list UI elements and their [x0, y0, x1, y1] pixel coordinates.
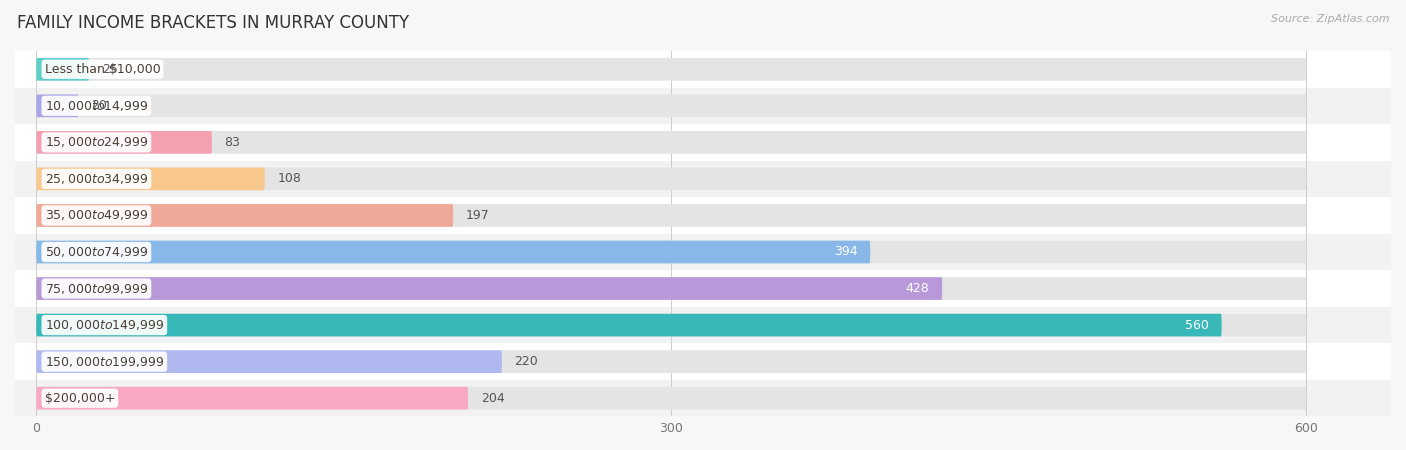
Text: $200,000+: $200,000+	[45, 392, 115, 405]
Bar	[15, 307, 1391, 343]
FancyBboxPatch shape	[37, 350, 502, 373]
FancyBboxPatch shape	[37, 350, 1306, 373]
Bar	[15, 161, 1391, 197]
Text: $25,000 to $34,999: $25,000 to $34,999	[45, 172, 148, 186]
FancyBboxPatch shape	[37, 387, 1306, 410]
FancyBboxPatch shape	[37, 387, 468, 410]
Bar	[15, 197, 1391, 234]
Bar	[15, 51, 1391, 88]
FancyBboxPatch shape	[37, 167, 1306, 190]
FancyBboxPatch shape	[37, 204, 1306, 227]
Text: FAMILY INCOME BRACKETS IN MURRAY COUNTY: FAMILY INCOME BRACKETS IN MURRAY COUNTY	[17, 14, 409, 32]
Text: 394: 394	[834, 246, 858, 258]
Text: Less than $10,000: Less than $10,000	[45, 63, 160, 76]
Text: Source: ZipAtlas.com: Source: ZipAtlas.com	[1271, 14, 1389, 23]
Bar	[15, 88, 1391, 124]
FancyBboxPatch shape	[37, 204, 453, 227]
Bar	[15, 124, 1391, 161]
Text: $150,000 to $199,999: $150,000 to $199,999	[45, 355, 165, 369]
FancyBboxPatch shape	[37, 314, 1306, 337]
Text: $50,000 to $74,999: $50,000 to $74,999	[45, 245, 148, 259]
Bar	[15, 270, 1391, 307]
Text: 197: 197	[465, 209, 489, 222]
Text: 25: 25	[101, 63, 118, 76]
Bar	[15, 380, 1391, 416]
FancyBboxPatch shape	[37, 94, 1306, 117]
Text: $35,000 to $49,999: $35,000 to $49,999	[45, 208, 148, 222]
FancyBboxPatch shape	[37, 94, 79, 117]
Text: 20: 20	[91, 99, 107, 112]
Text: 428: 428	[905, 282, 929, 295]
Text: 204: 204	[481, 392, 505, 405]
Text: $100,000 to $149,999: $100,000 to $149,999	[45, 318, 165, 332]
Text: 220: 220	[515, 355, 538, 368]
Text: $15,000 to $24,999: $15,000 to $24,999	[45, 135, 148, 149]
FancyBboxPatch shape	[37, 131, 212, 154]
FancyBboxPatch shape	[37, 314, 1222, 337]
Bar	[15, 234, 1391, 270]
FancyBboxPatch shape	[37, 241, 870, 263]
Bar	[15, 343, 1391, 380]
FancyBboxPatch shape	[37, 241, 1306, 263]
Text: 108: 108	[277, 172, 301, 185]
FancyBboxPatch shape	[37, 58, 89, 81]
FancyBboxPatch shape	[37, 277, 942, 300]
FancyBboxPatch shape	[37, 131, 1306, 154]
FancyBboxPatch shape	[37, 277, 1306, 300]
Text: $75,000 to $99,999: $75,000 to $99,999	[45, 282, 148, 296]
FancyBboxPatch shape	[37, 167, 264, 190]
Text: $10,000 to $14,999: $10,000 to $14,999	[45, 99, 148, 113]
Text: 83: 83	[225, 136, 240, 149]
Text: 560: 560	[1185, 319, 1209, 332]
FancyBboxPatch shape	[37, 58, 1306, 81]
